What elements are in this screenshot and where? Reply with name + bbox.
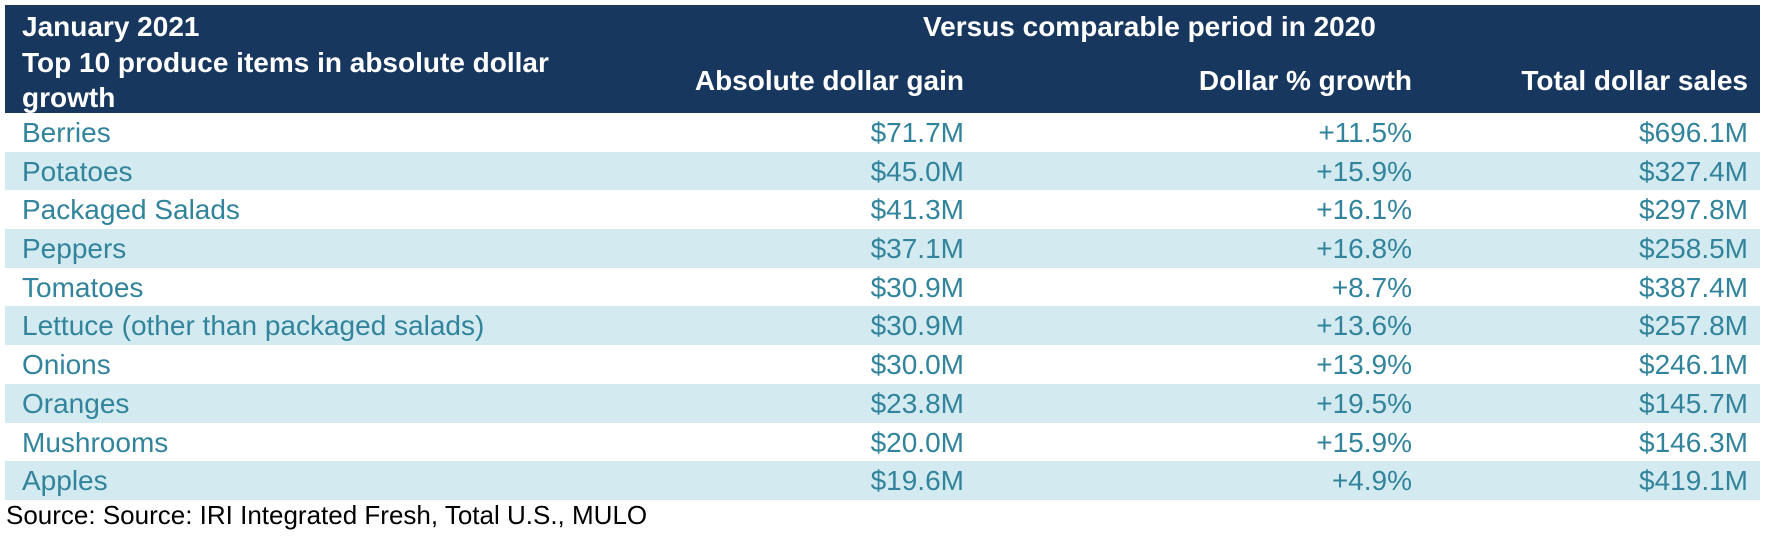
row-item-cell: Apples: [22, 465, 108, 497]
period-label: January 2021: [22, 11, 200, 42]
row-growth-cell: +15.9%: [1316, 426, 1412, 458]
row-growth-cell: +16.8%: [1316, 233, 1412, 265]
row-gain-cell: $23.8M: [870, 387, 964, 419]
table-header: January 2021 Versus comparable period in…: [5, 5, 1760, 113]
produce-growth-table: January 2021 Versus comparable period in…: [5, 5, 1760, 500]
row-gain-cell: $41.3M: [870, 194, 964, 226]
table-row: Peppers $37.1M +16.8% $258.5M: [5, 229, 1760, 268]
row-item-cell: Oranges: [22, 387, 130, 419]
row-item-cell: Tomatoes: [22, 271, 144, 303]
row-growth-cell: +13.6%: [1316, 310, 1412, 342]
row-gain-cell: $19.6M: [870, 465, 964, 497]
column-header-absolute-gain: Absolute dollar gain: [694, 65, 964, 96]
row-growth-cell: +19.5%: [1316, 387, 1412, 419]
row-item-cell: Berries: [22, 117, 111, 148]
row-sales-cell: $246.1M: [1639, 349, 1748, 381]
column-header-percent-growth: Dollar % growth: [1198, 65, 1412, 96]
row-item-cell: Peppers: [22, 233, 127, 265]
row-sales-cell: $257.8M: [1639, 310, 1748, 342]
table-row: Tomatoes $30.9M +8.7% $387.4M: [5, 268, 1760, 307]
row-growth-cell: +11.5%: [1318, 117, 1412, 148]
row-growth-cell: +13.9%: [1316, 349, 1412, 381]
row-gain-cell: $30.0M: [870, 349, 964, 381]
table-row: Berries $71.7M +11.5% $696.1M: [5, 113, 1760, 152]
row-sales-cell: $327.4M: [1639, 155, 1748, 187]
row-growth-cell: +4.9%: [1331, 465, 1412, 497]
row-sales-cell: $297.8M: [1639, 194, 1748, 226]
row-gain-cell: $30.9M: [870, 271, 964, 303]
comparison-label: Versus comparable period in 2020: [923, 11, 1376, 42]
row-sales-cell: $146.3M: [1639, 426, 1748, 458]
table-row: Oranges $23.8M +19.5% $145.7M: [5, 383, 1760, 423]
row-item-cell: Onions: [22, 349, 111, 381]
table-row: Packaged Salads $41.3M +16.1% $297.8M: [5, 190, 1760, 229]
row-sales-cell: $145.7M: [1639, 387, 1748, 419]
column-header-total-sales: Total dollar sales: [1521, 65, 1748, 96]
source-note: Source: Source: IRI Integrated Fresh, To…: [6, 500, 648, 530]
row-sales-cell: $387.4M: [1639, 271, 1748, 303]
row-gain-cell: $71.7M: [870, 117, 964, 148]
table-row: Mushrooms $20.0M +15.9% $146.3M: [5, 423, 1760, 462]
table-row: Onions $30.0M +13.9% $246.1M: [5, 345, 1760, 384]
row-growth-cell: +8.7%: [1331, 271, 1412, 303]
row-gain-cell: $20.0M: [870, 426, 964, 458]
row-item-cell: Packaged Salads: [22, 194, 240, 226]
table-row: Apples $19.6M +4.9% $419.1M: [5, 461, 1760, 500]
row-growth-cell: +16.1%: [1316, 194, 1412, 226]
table-title: Top 10 produce items in absolute dollar …: [22, 47, 549, 113]
table-row: Potatoes $45.0M +15.9% $327.4M: [5, 151, 1760, 191]
row-sales-cell: $419.1M: [1639, 465, 1748, 497]
row-item-cell: Mushrooms: [22, 426, 169, 458]
row-gain-cell: $45.0M: [870, 155, 964, 187]
row-sales-cell: $258.5M: [1639, 233, 1748, 265]
row-gain-cell: $30.9M: [870, 310, 964, 342]
row-sales-cell: $696.1M: [1639, 117, 1748, 148]
row-gain-cell: $37.1M: [870, 233, 964, 265]
table-body: Berries $71.7M +11.5% $696.1M Potatoes $45.0M…: [5, 113, 1760, 500]
row-item-cell: Lettuce (other than packaged salads): [22, 310, 485, 342]
row-growth-cell: +15.9%: [1316, 155, 1412, 187]
table-row: Lettuce (other than packaged salads) $30.…: [5, 306, 1760, 346]
row-item-cell: Potatoes: [22, 155, 133, 187]
